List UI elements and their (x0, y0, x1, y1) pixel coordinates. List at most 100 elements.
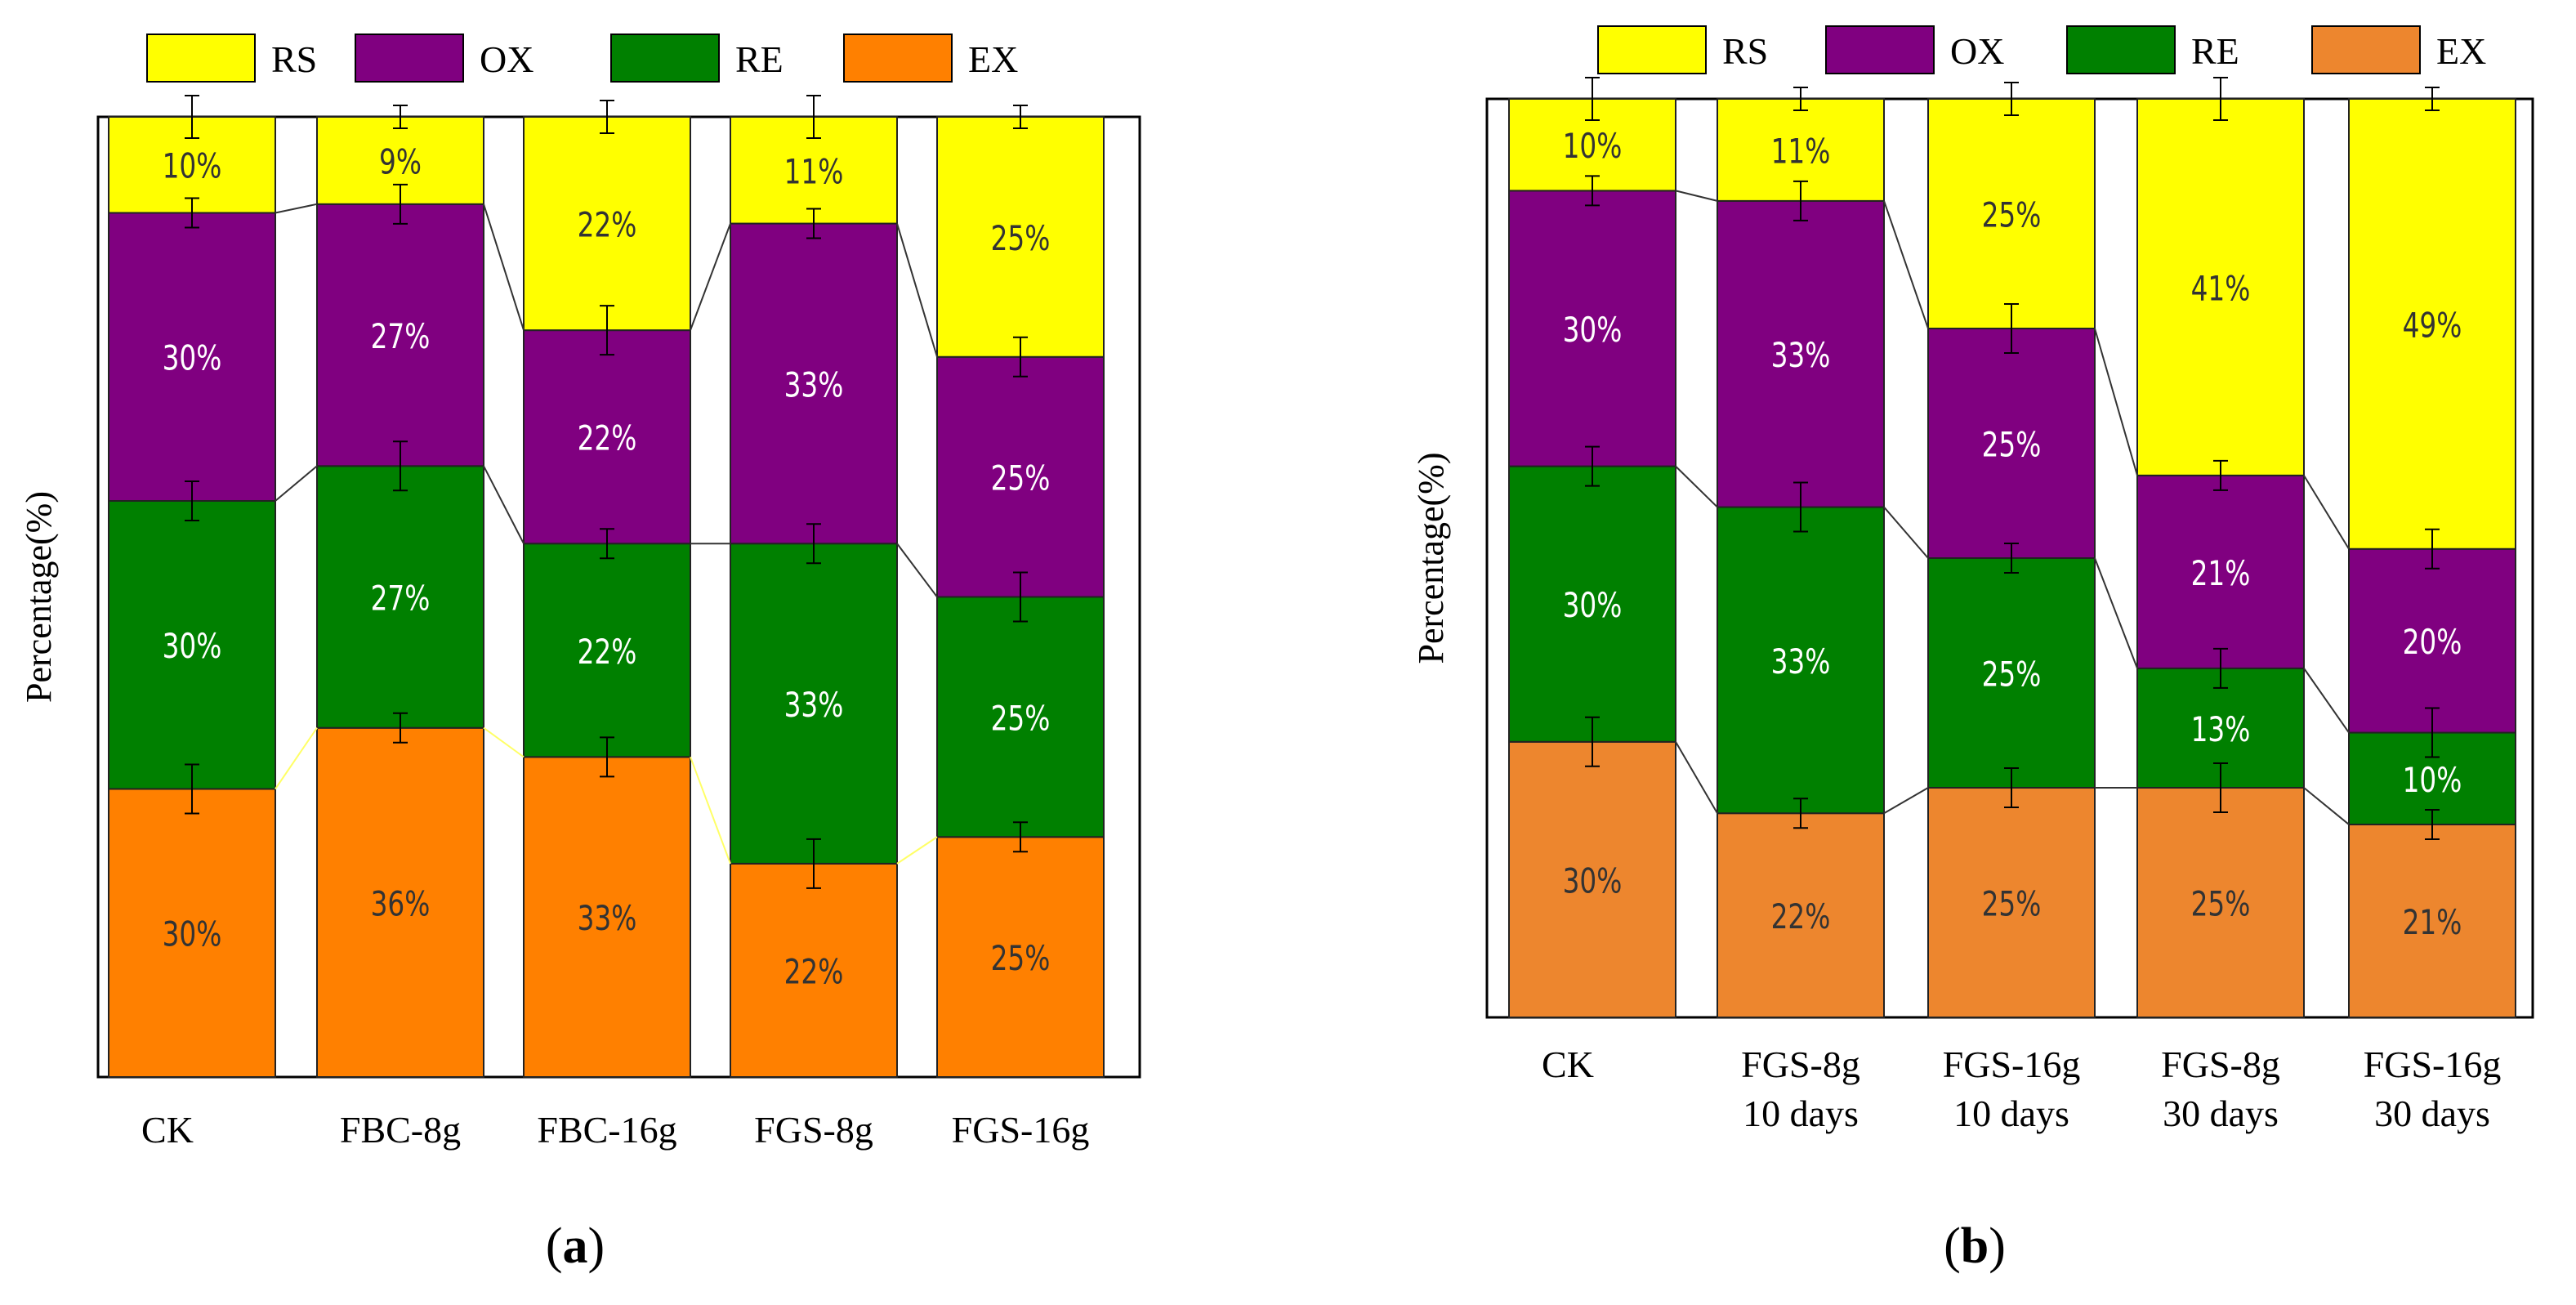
data-label-ex-a-3: 22% (784, 951, 844, 991)
data-label-ox-b-2: 25% (1982, 424, 2042, 464)
x-tick-label-b-3-line0: FGS-8g (2161, 1044, 2280, 1085)
bar-ex-b-4 (2348, 823, 2516, 1019)
x-tick-label-a-2: FBC-16g (537, 1109, 676, 1151)
panel-label-a: (a) (545, 1218, 605, 1274)
legend-label-ox-b: OX (1950, 30, 2004, 72)
chart-panel-a: 30% 30% 30% 10% 36% 27% 27% 9% 33% 22% 22% 22% 22% 33… (0, 0, 1176, 1305)
chart-panel-b: 30% 30% 30% 10% 22% 33% 33% 11% 25% 25% 25% 25% 25% 1… (1389, 0, 2576, 1305)
connector-a-0-1 (275, 727, 318, 790)
x-tick-label-b-2-line1: 10 days (1953, 1093, 2069, 1134)
y-axis-label-b: Percentage(%) (1411, 453, 1451, 664)
connector-b-1-2 (1883, 506, 1929, 559)
data-label-rs-a-2: 22% (578, 205, 637, 245)
x-tick-label-a-0: CK (141, 1109, 194, 1151)
y-axis-label-a: Percentage(%) (19, 491, 59, 703)
connector-a-1-1 (483, 726, 525, 758)
bar-rs-a-2 (523, 116, 691, 332)
x-tick-label-b-3-line1: 30 days (2163, 1093, 2279, 1134)
legend-label-ex-a: EX (968, 38, 1018, 80)
bar-re-a-2 (523, 543, 691, 758)
chart-b-svg: 30% 30% 30% 10% 22% 33% 33% 11% 25% 25% 25% 25% 25% 1… (1411, 25, 2534, 1134)
x-tick-label-a-3: FGS-8g (754, 1109, 873, 1151)
connector-a-1-3 (483, 203, 525, 331)
connector-a-2-1 (690, 756, 731, 865)
legend-swatch-rs-b (1597, 25, 1707, 74)
connector-b-0-2 (1675, 465, 1718, 508)
data-label-ex-b-4: 21% (2403, 902, 2462, 942)
bar-ox-b-4 (2348, 547, 2516, 734)
legend-swatch-re-a (610, 34, 720, 83)
x-tick-label-b-2-line0: FGS-16g (1943, 1044, 2081, 1085)
data-label-rs-a-1: 9% (379, 141, 422, 181)
connector-b-3-2 (2303, 668, 2350, 734)
bar-ox-a-2 (523, 329, 691, 545)
bar-ex-b-3 (2136, 787, 2305, 1018)
connector-b-1-1 (1883, 787, 1929, 815)
legend-swatch-ex-a (843, 34, 953, 83)
x-tick-label-b-4-line1: 30 days (2374, 1093, 2490, 1134)
data-label-re-b-0: 30% (1563, 585, 1623, 625)
x-tick-label-a-1: FBC-8g (340, 1109, 461, 1151)
legend-label-re-b: RE (2191, 30, 2239, 72)
legend-label-re-a: RE (735, 38, 784, 80)
bar-ex-b-2 (1927, 787, 2096, 1018)
connector-a-0-2 (275, 465, 318, 502)
data-label-ox-b-1: 33% (1771, 335, 1831, 375)
bar-ex-a-3 (730, 862, 898, 1079)
bar-re-a-1 (316, 465, 484, 729)
data-label-ex-a-4: 25% (991, 938, 1051, 978)
connector-a-2-3 (690, 223, 731, 331)
legend-swatch-ex-b (2311, 25, 2421, 74)
connector-b-2-2 (2094, 557, 2138, 669)
legend-label-rs-a: RS (271, 38, 317, 80)
x-tick-label-b-1-line0: FGS-8g (1741, 1044, 1860, 1085)
data-label-ex-b-1: 22% (1771, 896, 1831, 936)
connector-b-0-1 (1675, 741, 1718, 814)
data-label-ox-a-3: 33% (784, 364, 844, 404)
connector-a-3-3 (896, 223, 938, 358)
chart-a-svg: 30% 30% 30% 10% 36% 27% 27% 9% 33% 22% 22% 22% 22% 33… (19, 34, 1141, 1151)
data-label-re-a-0: 30% (163, 626, 222, 666)
data-label-rs-a-0: 10% (163, 146, 222, 186)
bar-re-a-0 (108, 500, 276, 790)
connector-b-0-3 (1675, 190, 1718, 202)
legend-label-rs-b: RS (1722, 30, 1768, 72)
data-label-ex-a-2: 33% (578, 898, 637, 938)
legend-swatch-ox-b (1825, 25, 1935, 74)
bar-rs-b-4 (2348, 98, 2516, 550)
connector-a-1-2 (483, 465, 525, 544)
bar-re-b-1 (1717, 506, 1885, 815)
x-tick-label-b-0: CK (1542, 1044, 1594, 1085)
data-label-rs-b-3: 41% (2191, 268, 2251, 308)
data-label-rs-b-2: 25% (1982, 194, 2042, 235)
data-label-rs-b-1: 11% (1771, 131, 1831, 171)
data-label-re-a-1: 27% (371, 578, 431, 618)
bar-ex-a-2 (523, 756, 691, 1078)
connector-b-1-3 (1883, 200, 1929, 329)
data-label-ox-a-2: 22% (578, 418, 637, 458)
data-label-rs-b-4: 49% (2403, 305, 2462, 345)
legend-label-ex-b: EX (2436, 30, 2486, 72)
data-label-ox-b-3: 21% (2191, 553, 2251, 593)
data-label-re-b-4: 10% (2403, 760, 2462, 800)
data-label-ox-a-0: 30% (163, 338, 222, 378)
data-label-re-a-3: 33% (784, 685, 844, 725)
data-label-ox-a-4: 25% (991, 458, 1051, 498)
connector-a-3-1 (896, 836, 938, 865)
bar-ox-a-3 (730, 222, 898, 545)
bar-re-a-4 (936, 596, 1105, 838)
x-tick-label-a-4: FGS-16g (952, 1109, 1090, 1151)
bar-re-a-3 (730, 543, 898, 865)
x-tick-label-b-4-line0: FGS-16g (2364, 1044, 2502, 1085)
connector-a-0-3 (275, 203, 318, 214)
data-label-ox-a-1: 27% (371, 316, 431, 356)
bar-re-b-2 (1927, 557, 2096, 789)
bar-ex-a-1 (316, 726, 484, 1079)
data-label-ox-b-4: 20% (2403, 622, 2462, 662)
connector-a-3-2 (896, 543, 938, 598)
bar-ox-b-1 (1717, 199, 1885, 508)
data-label-rs-a-4: 25% (991, 218, 1051, 258)
legend-swatch-rs-a (146, 34, 256, 83)
legend-swatch-ox-a (355, 34, 464, 83)
data-label-ex-a-0: 30% (163, 914, 222, 954)
